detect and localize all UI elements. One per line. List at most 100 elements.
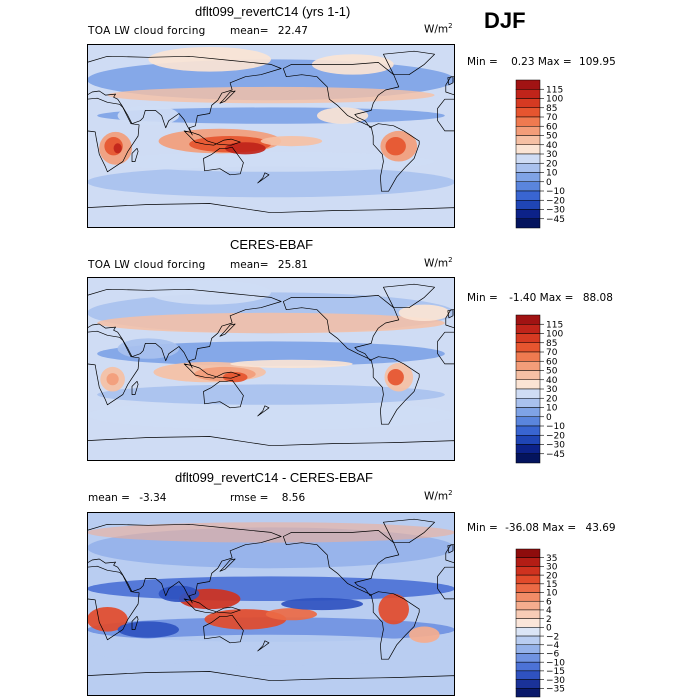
panel3-units-text: W/m: [424, 490, 449, 503]
panel3-colorbar-swatch: [515, 653, 541, 663]
panel1-map-field-region: [148, 47, 271, 72]
panel1-min-label: Min =: [467, 56, 498, 68]
panel3-colorbar-swatch: [515, 627, 541, 637]
panel3-map-coastline-indonesia: [183, 598, 241, 614]
panel3-colorbar-swatch: [515, 600, 541, 611]
panel3-map-field-region: [265, 608, 317, 621]
panel1-colorbar-tick-label: 10: [546, 169, 558, 179]
panel3-map-coastline-southAmerica: [370, 591, 420, 660]
panel3-colorbar-swatch: [515, 670, 541, 680]
panel2-map: [87, 277, 455, 461]
panel2-mean-value: 25.81: [277, 259, 308, 271]
panel1-map-coastline-antarctica: [87, 203, 455, 228]
panel1-colorbar-tick-label: 100: [546, 95, 563, 105]
panel2-units-sup: 2: [448, 256, 453, 264]
panel1-map: [87, 44, 455, 228]
panel3-map-field-region: [87, 617, 455, 642]
panel3-colorbar-swatch: [515, 609, 541, 619]
panel1-colorbar-tick-label: 0: [546, 178, 552, 188]
panel1-map-field-region: [113, 143, 122, 154]
panel2-map-coastline-uk: [447, 309, 454, 319]
panel2-colorbar-tick-label: 70: [546, 348, 558, 358]
panel3-map-coastline-northAmerica: [282, 530, 400, 597]
panel1-colorbar-swatch: [515, 144, 541, 155]
panel2-map-coastline-nz: [257, 405, 270, 417]
panel3-map-field-region: [409, 626, 440, 643]
panel2-minmax: Min = -1.40 Max = 88.08: [467, 292, 613, 304]
panel3-rmse: rmse = 8.56: [230, 492, 305, 504]
panel1-units-text: W/m: [424, 23, 449, 36]
panel1-map-coastline-australia: [203, 146, 244, 176]
panel3-minmax: Min = -36.08 Max = 43.69: [467, 522, 616, 534]
panel2-colorbar-swatch: [515, 435, 541, 445]
panel1-map-field-region: [317, 107, 369, 124]
panel1-colorbar-swatch: [515, 163, 541, 173]
panel3-title: dflt099_revertC14 - CERES-EBAF: [175, 470, 373, 485]
panel2-map-coastline-japan: [219, 323, 236, 337]
panel1-mean: mean= 22.47: [230, 25, 308, 37]
panel2-map-coastline-greenland: [383, 283, 435, 309]
panel2-map-field-region: [398, 304, 450, 321]
panel3-colorbar-swatch: [515, 635, 541, 646]
panel1-title: dflt099_revertC14 (yrs 1-1): [195, 4, 351, 19]
panel2-colorbar-tick-label: −10: [546, 422, 565, 432]
panel3-map-coastline-greenland: [383, 518, 435, 544]
panel3-colorbar-swatch: [515, 644, 541, 654]
panel3-colorbar-tick-label: −6: [546, 650, 560, 660]
panel3-map: [87, 512, 455, 696]
panel2-map-coastline-africaWest: [437, 331, 455, 365]
panel2-map-field-region: [148, 280, 271, 305]
panel3-units-sup: 2: [448, 489, 453, 497]
panel1-max-value: 109.95: [579, 56, 616, 68]
panel3-mean-label: mean =: [88, 492, 130, 504]
panel3-map-coastline-japan: [219, 558, 236, 572]
panel3-min-label: Min =: [467, 522, 498, 534]
panel2-colorbar-swatch: [515, 398, 541, 408]
panel3-map-coastline-africaWest: [437, 566, 455, 600]
panel2-map-coastline-antarctica: [87, 436, 455, 461]
panel1-colorbar-swatch: [515, 218, 541, 229]
panel2-map-field-region: [97, 384, 445, 405]
panel3-colorbar-swatch: [515, 661, 541, 672]
panel1-colorbar-tick-label: 85: [546, 104, 557, 114]
panel2-title: CERES-EBAF: [230, 237, 314, 252]
panel2-map-coastline-australia: [203, 379, 244, 409]
panel1-colorbar-swatch: [515, 98, 541, 108]
panel1-colorbar-tick-label: 50: [546, 132, 558, 142]
panel2-colorbar-tick-label: 10: [546, 404, 558, 414]
panel3-colorbar-tick-label: 4: [546, 606, 552, 616]
panel1-map-coastline-northAmerica: [282, 62, 400, 129]
panel1-colorbar-tick-label: 20: [546, 159, 558, 169]
panel1-units: W/m2: [424, 22, 453, 36]
panel3-min-value: -36.08: [505, 522, 539, 534]
panel1-colorbar-tick-label: 40: [546, 141, 558, 151]
panel3-map-field-region: [117, 621, 179, 638]
panel2-max-label: Max =: [539, 292, 574, 304]
panel2-colorbar-swatch: [515, 379, 541, 390]
panel2-min-value: -1.40: [509, 292, 537, 304]
panel2-colorbar-tick-label: −20: [546, 431, 565, 441]
panel1-mean-value: 22.47: [277, 25, 308, 37]
panel2-units-text: W/m: [424, 257, 449, 270]
panel3-colorbar-swatch: [515, 557, 541, 567]
panel1-colorbar-swatch: [515, 181, 541, 192]
panel1-map-coastline-nz: [257, 172, 270, 184]
panel1-map-coastline-japan: [219, 90, 236, 104]
panel3-colorbar-tick-label: −4: [546, 641, 560, 651]
panel3-map-coastline-uk: [447, 544, 454, 554]
panel2-colorbar-tick-label: 30: [546, 385, 558, 395]
panel1-map-coastline-southAmerica: [370, 123, 420, 192]
panel3-map-coastline-australia: [203, 614, 244, 644]
panel1-colorbar-tick-label: −20: [546, 196, 565, 206]
panel3-map-coastline-africa: [87, 565, 140, 641]
panel3-colorbar-swatch: [515, 679, 541, 689]
panel2-map-field-region: [97, 341, 445, 366]
panel2-map-field-region: [387, 369, 404, 386]
panel3-rmse-label: rmse =: [230, 492, 269, 504]
panel2-colorbar-swatch: [515, 351, 541, 362]
panel1-colorbar-swatch: [515, 89, 541, 99]
panel1-map-field-region: [107, 151, 435, 172]
panel1-map-coastline-indonesia: [183, 130, 241, 146]
panel2-colorbar-tick-label: 20: [546, 394, 558, 404]
